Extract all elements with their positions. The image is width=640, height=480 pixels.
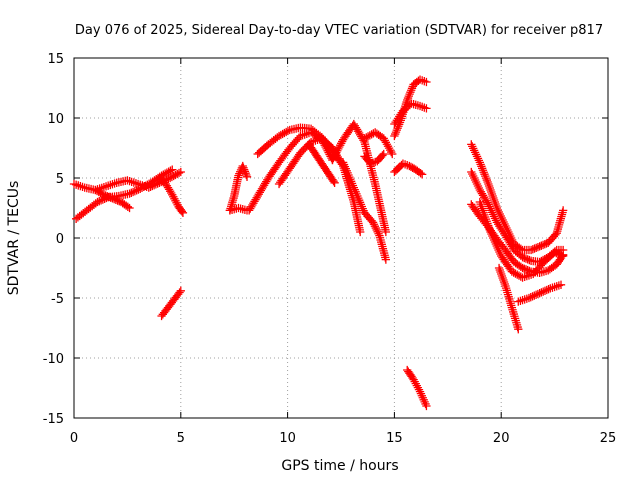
series-track-4 [155, 173, 188, 217]
data-point-marker [156, 175, 166, 184]
y-tick-label: 15 [47, 52, 64, 67]
data-point-marker [158, 176, 167, 186]
data-point-marker [558, 206, 568, 215]
x-tick-label: 5 [177, 431, 185, 446]
data-point-marker [178, 208, 188, 217]
data-point-marker [175, 288, 184, 297]
data-point-marker [379, 149, 388, 159]
data-point-marker [422, 401, 431, 411]
series-track-17 [390, 99, 431, 129]
data-point-marker [422, 104, 431, 113]
series-track-2 [71, 165, 177, 223]
data-point-marker [155, 173, 164, 183]
series-track-20 [467, 140, 568, 255]
data-point-marker [125, 203, 134, 213]
data-point-marker [330, 178, 339, 187]
data-point-marker [416, 169, 425, 178]
series-track-3 [91, 185, 134, 213]
y-tick-label: -5 [51, 292, 64, 307]
chart-title: Day 076 of 2025, Sidereal Day-to-day VTE… [75, 23, 603, 38]
data-point-marker [176, 167, 185, 177]
series-track-25 [514, 280, 566, 306]
data-point-marker [177, 207, 187, 216]
y-axis-label: SDTVAR / TECUs [6, 181, 22, 296]
x-tick-label: 20 [493, 431, 510, 446]
y-tick-label: 0 [56, 232, 64, 247]
data-point-marker [422, 77, 431, 87]
y-tick-label: -15 [43, 412, 64, 427]
y-tick-label: -10 [43, 352, 64, 367]
series-track-19 [403, 365, 431, 411]
series-track-13 [338, 158, 391, 264]
data-point-marker [176, 286, 185, 295]
x-tick-label: 25 [600, 431, 617, 446]
data-point-marker [558, 251, 568, 261]
series-track-15 [360, 149, 388, 168]
data-point-marker [381, 255, 391, 264]
y-tick-label: 5 [56, 172, 64, 187]
data-point-marker [381, 227, 391, 237]
series-track-18 [390, 159, 427, 179]
data-points [69, 75, 568, 411]
data-point-marker [388, 149, 397, 159]
data-point-marker [514, 325, 523, 334]
data-point-marker [168, 165, 177, 174]
y-tick-label: 10 [47, 112, 64, 127]
data-point-marker [556, 280, 566, 289]
x-axis-label: GPS time / hours [281, 458, 398, 474]
x-tick-label: 0 [70, 431, 78, 446]
data-point-marker [296, 148, 305, 157]
series-track-24 [494, 263, 523, 334]
series-track-21 [467, 167, 568, 267]
series-track-11 [304, 140, 339, 187]
grid [74, 58, 608, 418]
data-point-marker [329, 177, 338, 186]
axis-ticks: 0 5 10 15 20 25 -15 -10 -5 0 5 10 15 [43, 52, 617, 446]
series-track-5 [157, 286, 185, 321]
series-track-23 [475, 197, 568, 282]
data-point-marker [378, 151, 387, 160]
x-tick-label: 15 [386, 431, 403, 446]
data-point-marker [297, 147, 307, 156]
data-point-marker [242, 172, 252, 181]
x-tick-label: 10 [279, 431, 296, 446]
data-point-marker [299, 145, 308, 154]
data-point-marker [356, 227, 365, 237]
data-point-marker [418, 170, 427, 179]
series-track-14 [360, 128, 397, 159]
